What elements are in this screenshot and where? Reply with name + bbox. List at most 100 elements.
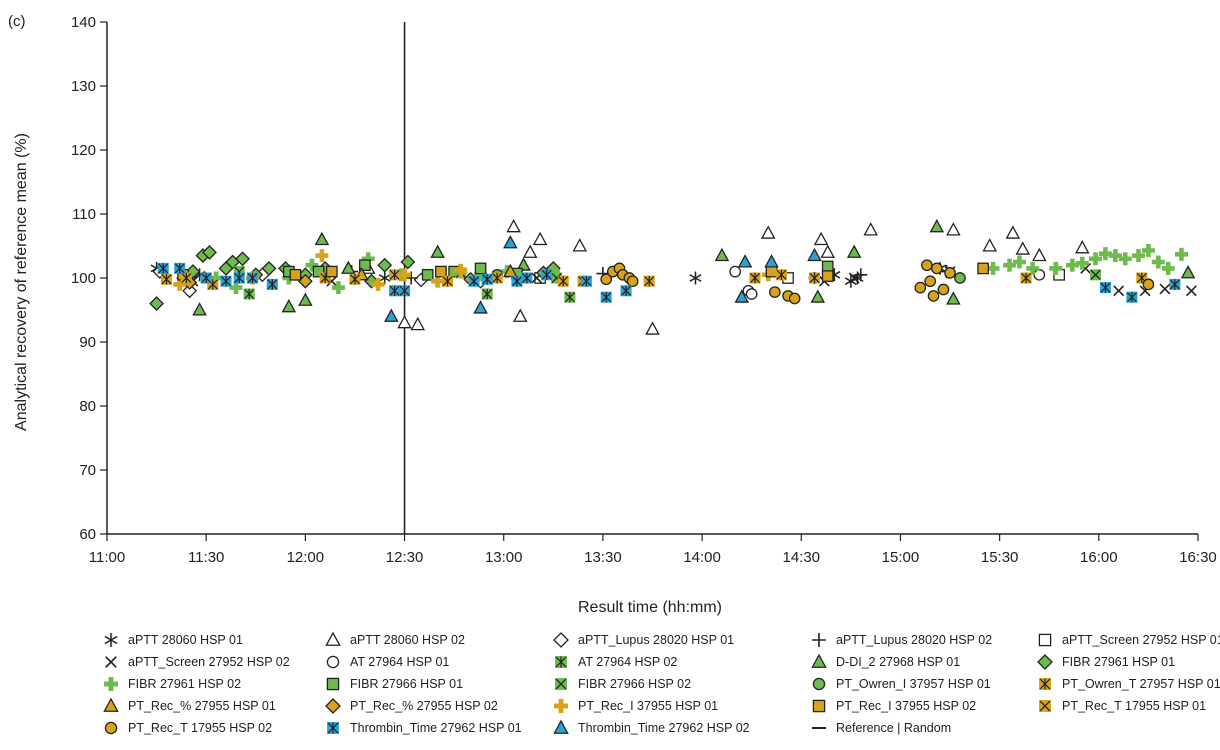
data-point [765, 265, 778, 278]
data-point [775, 269, 787, 281]
data-point [220, 275, 232, 287]
data-point [1020, 272, 1032, 284]
legend-item: PT_Rec_T 17955 HSP 01 [1034, 696, 1220, 715]
data-point [729, 265, 742, 278]
data-point [349, 273, 361, 285]
data-point [930, 262, 943, 275]
legend-item: PT_Rec_T 17955 HSP 02 [100, 718, 322, 737]
data-point [1126, 291, 1138, 303]
legend-marker [105, 655, 117, 668]
data-point [1026, 261, 1040, 275]
data-point [399, 285, 411, 297]
x-tick-label: 11:30 [188, 549, 224, 566]
data-point [1032, 247, 1047, 262]
legend-label: Reference | Random [836, 720, 952, 735]
data-point [209, 271, 223, 285]
legend-marker [1039, 699, 1051, 712]
legend-label: PT_Owren_I 37957 HSP 01 [836, 676, 991, 691]
data-point [846, 244, 862, 258]
data-point [160, 273, 173, 285]
x-tick-label: 13:30 [584, 549, 622, 566]
data-point [643, 275, 655, 287]
data-point [157, 262, 169, 274]
series [187, 262, 1197, 297]
legend-marker-icon [105, 655, 117, 668]
series [157, 262, 1181, 303]
data-point [1159, 283, 1171, 295]
data-point [1141, 243, 1155, 257]
data-point [506, 218, 521, 233]
legend-item: aPTT 28060 HSP 01 [100, 630, 322, 649]
x-tick-label: 12:00 [287, 549, 325, 566]
legend-label: D-DI_2 27968 HSP 01 [836, 654, 961, 669]
data-point [319, 272, 331, 284]
legend-marker-icon [812, 677, 826, 690]
data-point [1108, 249, 1122, 263]
data-point [1075, 240, 1090, 254]
data-point [788, 292, 801, 305]
data-point [371, 277, 385, 291]
data-point [389, 269, 401, 281]
legend-marker [104, 721, 118, 734]
data-point [807, 247, 822, 262]
data-point [921, 259, 933, 272]
data-point [192, 302, 207, 316]
legend-item: Thrombin_Time 27962 HSP 01 [322, 718, 550, 737]
data-point [914, 281, 927, 294]
data-point [331, 281, 345, 295]
x-tick-label: 14:30 [782, 549, 820, 566]
data-point [522, 244, 538, 258]
data-point [243, 288, 255, 300]
data-point [474, 262, 487, 275]
data-point [282, 271, 296, 285]
data-point [468, 275, 480, 287]
data-point [182, 283, 198, 299]
legend-label: aPTT 28060 HSP 02 [350, 632, 465, 647]
data-point [600, 273, 613, 286]
legend-label: aPTT_Screen 27952 HSP 01 [1062, 632, 1220, 647]
data-point [1075, 256, 1089, 270]
legend-marker-icon [1038, 633, 1052, 646]
legend-item: PT_Rec_% 27955 HSP 01 [100, 696, 322, 715]
legend-item: aPTT 28060 HSP 02 [322, 630, 550, 649]
legend-marker [555, 655, 567, 668]
data-point [404, 271, 418, 285]
legend-label: FIBR 27961 HSP 01 [1062, 654, 1176, 669]
legend-marker [1039, 677, 1051, 690]
legend-marker [104, 632, 118, 647]
data-point [511, 275, 523, 287]
data-point [546, 265, 560, 279]
data-point [341, 260, 356, 274]
legend-marker-icon [1037, 653, 1053, 670]
legend-marker-icon [326, 677, 340, 690]
legend-marker-icon [325, 631, 341, 646]
data-point [1180, 265, 1196, 279]
x-tick-label: 15:30 [981, 549, 1019, 566]
data-point [481, 288, 493, 300]
data-point [481, 273, 493, 285]
data-point [946, 291, 961, 305]
data-point [430, 244, 445, 258]
data-point [384, 308, 399, 322]
legend-marker-icon [812, 726, 826, 729]
legend-marker-icon [553, 719, 569, 734]
legend-marker-icon [553, 631, 569, 648]
series [192, 218, 1196, 316]
data-point [1098, 247, 1112, 261]
legend-item: AT 27964 HSP 01 [322, 652, 550, 671]
series [282, 259, 834, 281]
series [384, 234, 822, 322]
data-point [441, 275, 454, 287]
legend-item: aPTT_Screen 27952 HSP 01 [1034, 630, 1220, 649]
legend-marker [555, 677, 567, 690]
data-point [977, 262, 989, 275]
data-point [361, 252, 375, 266]
legend-marker-icon [555, 677, 567, 690]
x-tick-label: 13:00 [485, 549, 523, 566]
data-point [821, 260, 834, 273]
data-point [1118, 252, 1132, 266]
legend-label: PT_Rec_% 27955 HSP 01 [128, 698, 276, 713]
legend-label: FIBR 27966 HSP 02 [578, 676, 692, 691]
y-tick-label: 70 [79, 462, 96, 479]
data-point [1089, 252, 1103, 266]
